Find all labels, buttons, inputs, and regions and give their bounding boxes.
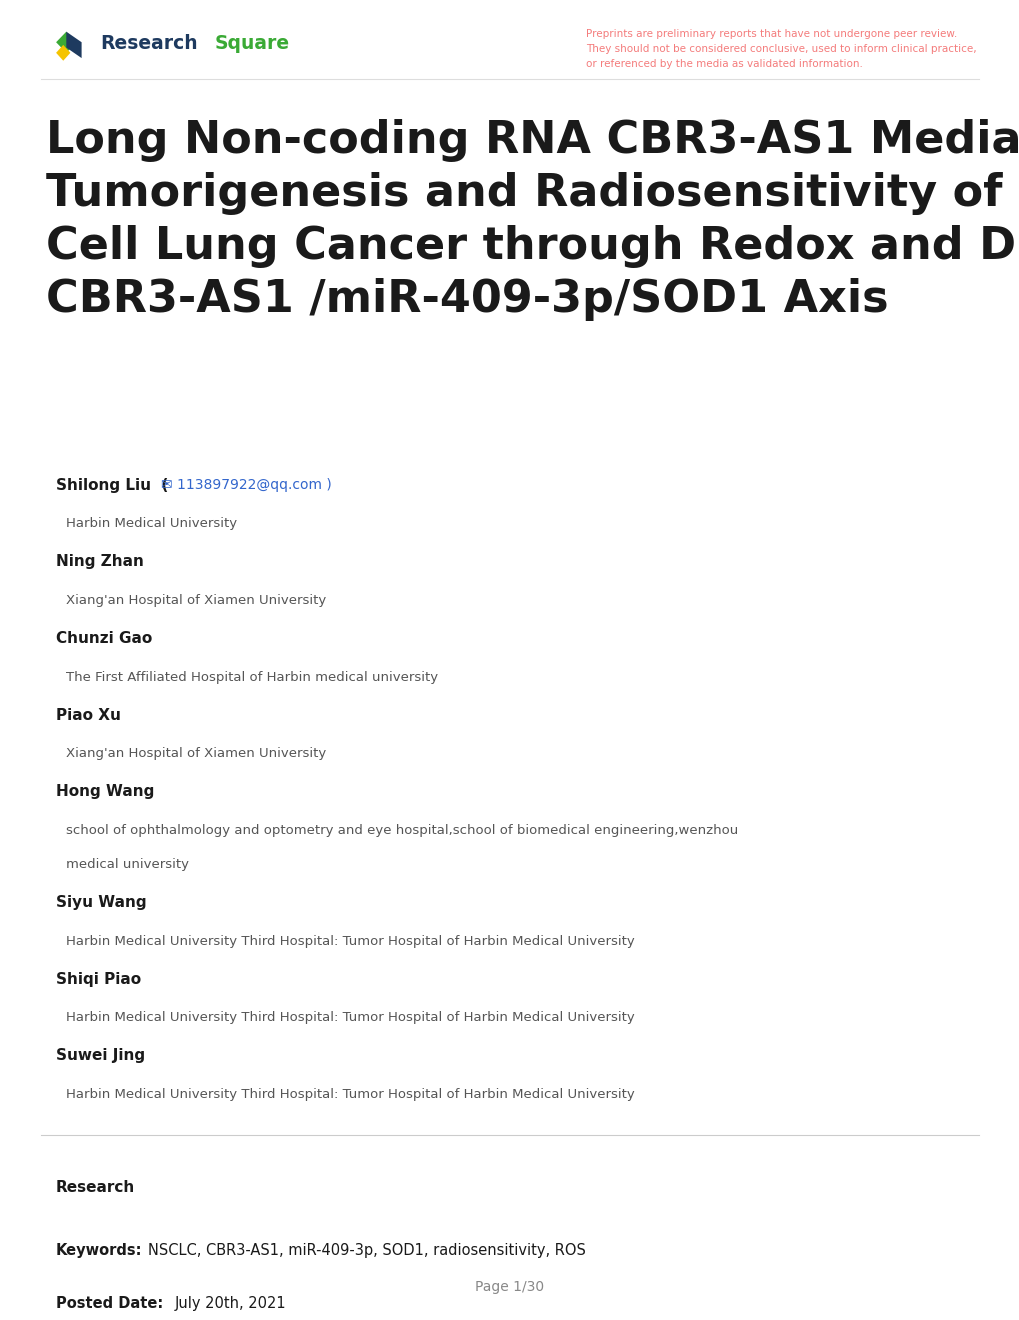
Polygon shape — [66, 32, 82, 58]
Text: Ning Zhan: Ning Zhan — [56, 554, 144, 569]
Text: Piao Xu: Piao Xu — [56, 708, 121, 722]
Text: Keywords:: Keywords: — [56, 1243, 143, 1258]
Polygon shape — [56, 32, 76, 53]
Text: Hong Wang: Hong Wang — [56, 784, 154, 799]
Text: NSCLC, CBR3-AS1, miR-409-3p, SOD1, radiosensitivity, ROS: NSCLC, CBR3-AS1, miR-409-3p, SOD1, radio… — [148, 1243, 585, 1258]
Text: Xiang'an Hospital of Xiamen University: Xiang'an Hospital of Xiamen University — [66, 594, 326, 607]
Text: Harbin Medical University: Harbin Medical University — [66, 517, 237, 531]
Text: school of ophthalmology and optometry and eye hospital,school of biomedical engi: school of ophthalmology and optometry an… — [66, 824, 738, 837]
Text: Shilong Liu  (: Shilong Liu ( — [56, 478, 168, 492]
Text: Shiqi Piao: Shiqi Piao — [56, 972, 141, 986]
Text: Chunzi Gao: Chunzi Gao — [56, 631, 152, 645]
Text: Harbin Medical University Third Hospital: Tumor Hospital of Harbin Medical Unive: Harbin Medical University Third Hospital… — [66, 1088, 635, 1101]
Text: Research: Research — [56, 1180, 136, 1195]
Polygon shape — [56, 45, 70, 61]
Text: Siyu Wang: Siyu Wang — [56, 895, 147, 909]
Text: Long Non-coding RNA CBR3-AS1 Mediates
Tumorigenesis and Radiosensitivity of Non-: Long Non-coding RNA CBR3-AS1 Mediates Tu… — [46, 119, 1019, 321]
Text: The First Affiliated Hospital of Harbin medical university: The First Affiliated Hospital of Harbin … — [66, 671, 438, 684]
Text: Posted Date:: Posted Date: — [56, 1296, 163, 1311]
Text: medical university: medical university — [66, 858, 190, 871]
Text: Harbin Medical University Third Hospital: Tumor Hospital of Harbin Medical Unive: Harbin Medical University Third Hospital… — [66, 935, 635, 948]
Text: Harbin Medical University Third Hospital: Tumor Hospital of Harbin Medical Unive: Harbin Medical University Third Hospital… — [66, 1011, 635, 1024]
Text: Suwei Jing: Suwei Jing — [56, 1048, 145, 1063]
Text: Square: Square — [214, 34, 289, 53]
Text: ✉ 113897922@qq.com ): ✉ 113897922@qq.com ) — [161, 478, 332, 492]
Text: Page 1/30: Page 1/30 — [475, 1280, 544, 1294]
Text: Preprints are preliminary reports that have not undergone peer review.
They shou: Preprints are preliminary reports that h… — [586, 29, 976, 69]
Text: Research: Research — [100, 34, 198, 53]
Text: July 20th, 2021: July 20th, 2021 — [174, 1296, 285, 1311]
Text: Xiang'an Hospital of Xiamen University: Xiang'an Hospital of Xiamen University — [66, 747, 326, 760]
